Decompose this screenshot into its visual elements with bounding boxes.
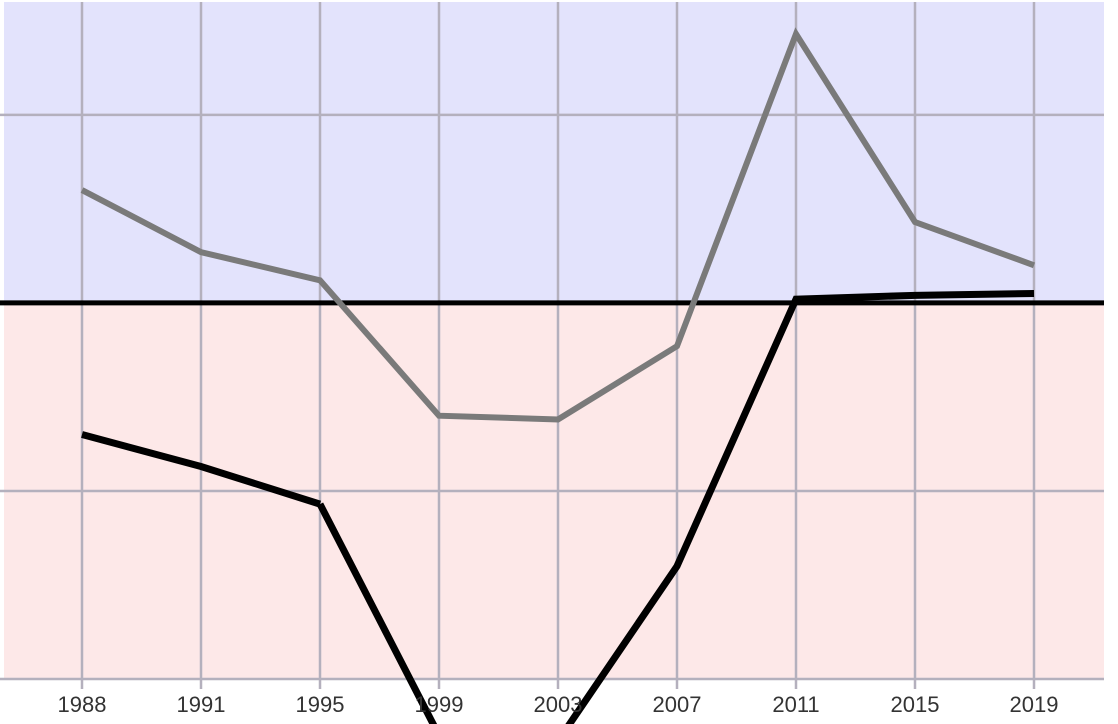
- x-tick-label: 2011: [772, 692, 819, 717]
- x-tick-label: 2007: [653, 692, 702, 717]
- series-2-line: [316, 502, 438, 724]
- region-above-zero: [4, 2, 1104, 303]
- x-tick-label: 2015: [891, 692, 940, 717]
- x-axis-ticks: 1988 1991 1995 1999 2003 2007 2011 2015 2019: [58, 692, 1059, 717]
- series-2-line: [81, 431, 322, 508]
- x-tick-label: 1991: [177, 692, 226, 717]
- plot-background: [4, 2, 1104, 679]
- series-1-line: [80, 27, 1036, 423]
- x-tick-label: 1999: [415, 692, 464, 717]
- x-tick-label: 2003: [534, 692, 583, 717]
- series-2-line: [565, 289, 1035, 724]
- series-layer: [80, 27, 1036, 724]
- x-tick-label: 1995: [296, 692, 345, 717]
- grid-lines: [0, 2, 1104, 689]
- x-tick-label: 1988: [58, 692, 107, 717]
- x-tick-label: 2019: [1010, 692, 1059, 717]
